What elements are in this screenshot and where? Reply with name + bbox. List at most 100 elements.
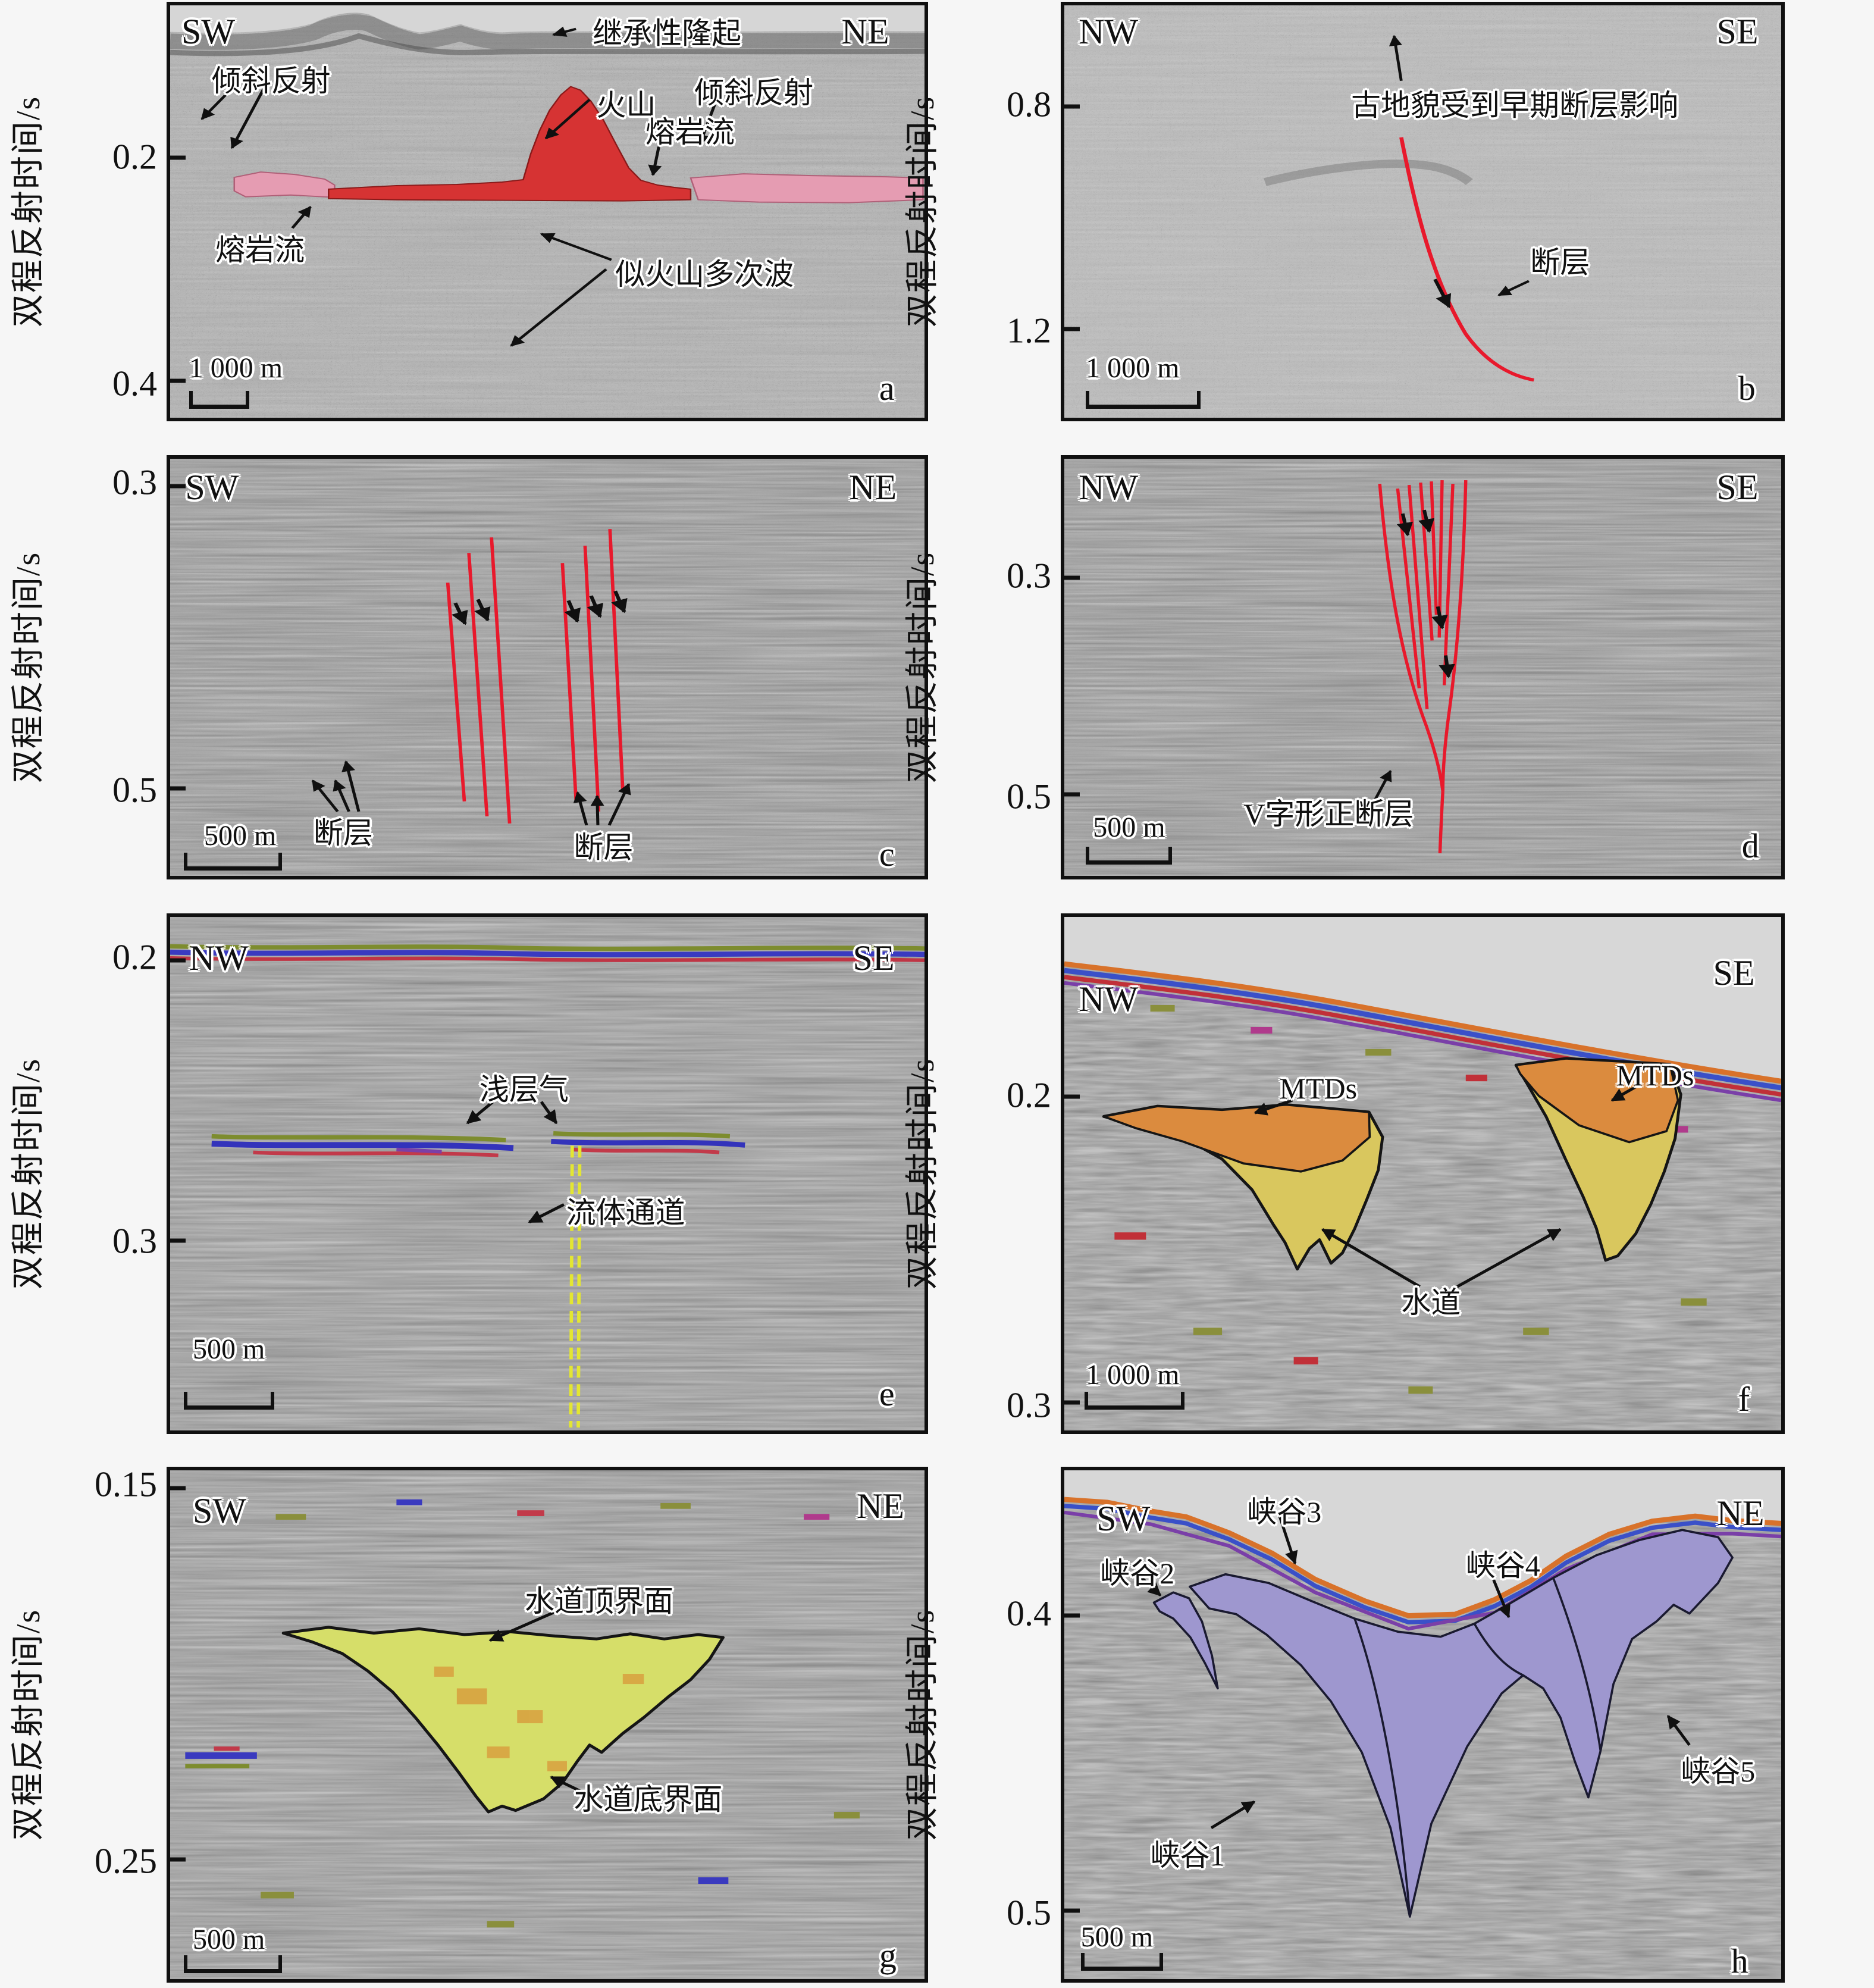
direction-label-left: SW [193,1491,247,1531]
annotation-fault: 断层 [1530,245,1590,279]
seismic-art-h [1064,1470,1781,1979]
annotation-canyon2: 峡谷2 [1100,1556,1175,1590]
panel-b: 双程反射时间/s 0.8 1.2 NW SE 古地貌受到早期断层影响 断层 1 … [905,2,1785,421]
annotation-mtd-right: MTDs [1616,1059,1694,1092]
direction-label-left: NW [189,938,249,978]
tick-mark [170,155,186,160]
annotation-arrows [200,26,716,347]
ylabel-d: 双程反射时间/s [904,551,942,784]
panel-a: 双程反射时间/s 0.2 0.4 SW [11,2,928,421]
annotation-volcano: 火山 [596,89,656,123]
tick-mark [170,378,186,383]
panel-letter: g [879,1936,897,1976]
annotation-lava-right: 熔岩流 [645,115,735,149]
annotation-faults-left: 断层 [313,816,373,850]
seismic-image-b: NW SE 古地貌受到早期断层影响 断层 1 000 m b [1061,2,1785,421]
annotation-arrows [311,760,631,826]
direction-label-right: SE [1716,468,1759,508]
panel-d: 双程反射时间/s 0.3 0.5 NW SE V字形正断层 500 m [905,455,1785,879]
seismic-art-c [170,459,925,876]
tick-mark [1064,575,1080,580]
fault-motion-ticks [1396,509,1455,678]
scale-text: 500 m [193,1923,265,1955]
tick-label: 0.2 [112,137,157,177]
direction-label-left: SW [185,468,239,508]
tick-mark [1064,327,1080,331]
annotation-arrows [1253,1084,1639,1288]
tick-label: 0.3 [1007,1385,1051,1425]
tick-mark [170,786,186,791]
scale-bar [1080,1952,1164,1971]
direction-label-right: NE [856,1486,904,1526]
panel-g: 双程反射时间/s 0.15 0.25 [11,1465,928,1983]
panel-h: 双程反射时间/s 0.4 0.5 [905,1467,1785,1983]
tick-label: 0.5 [1007,1893,1051,1933]
tick-label: 1.2 [1007,311,1051,350]
channel-bodies [1102,1057,1682,1271]
scale-bar [183,853,282,871]
seismic-art-e [170,917,925,1430]
annotation-canyon5: 峡谷5 [1681,1754,1756,1788]
tick-label: 0.3 [112,1221,157,1261]
seismic-art-g [170,1470,925,1979]
tick-mark [170,484,186,489]
direction-label-right: SE [853,938,895,978]
annotation-channel: 水道 [1401,1286,1461,1320]
seismic-image-a: SW NE 继承性隆起 倾斜反射 火山 熔岩流 倾斜反射 熔岩流 似火山多次波 … [167,2,928,421]
panel-letter: a [879,368,895,408]
direction-label-left: SW [1096,1499,1151,1539]
panel-letter: e [879,1375,895,1414]
annotation-inclined-left: 倾斜反射 [211,64,331,98]
direction-label-left: SW [181,12,236,52]
scale-bar [183,1392,274,1410]
annotation-channel-top: 水道顶界面 [524,1584,673,1618]
colored-reflectors [185,1499,860,1928]
tick-label: 0.4 [1007,1593,1051,1633]
annotation-mtd-left: MTDs [1279,1071,1358,1105]
annotation-paleo-fault: 古地貌受到早期断层影响 [1351,89,1678,123]
annotation-arrow [1371,770,1392,805]
annotation-v-fault: V字形正断层 [1243,797,1414,831]
direction-label-left: NW [1079,468,1139,508]
channel-body [281,1626,725,1814]
channel-speckles [434,1666,644,1771]
tick-mark [170,1486,186,1491]
annotation-faults-right: 断层 [574,831,634,865]
tick-mark [170,1238,186,1243]
seismic-art-f [1064,917,1781,1430]
tick-mark [170,958,186,963]
fluid-conduit [569,1145,582,1428]
tick-mark [1064,1094,1080,1099]
tick-mark [1064,792,1080,797]
ylabel-a: 双程反射时间/s [10,95,48,328]
annotation-multiples: 似火山多次波 [615,258,794,292]
scale-bar [183,1955,282,1973]
annotation-lava-left: 熔岩流 [215,233,305,267]
annotation-arrows [1389,35,1530,308]
panel-letter: d [1741,826,1759,865]
seismic-image-h: SW NE 峡谷2 峡谷3 峡谷4 峡谷5 峡谷1 500 m h [1061,1467,1785,1983]
canyon-internal-boundaries [1353,1577,1602,1917]
tick-mark [1064,1400,1080,1405]
seismic-image-e: NW SE 浅层气 流体通道 500 m e [167,913,928,1434]
scale-text: 500 m [193,1333,265,1366]
seismic-image-f: NW SE MTDs MTDs 水道 1 000 m f [1061,913,1785,1434]
seismic-art-d [1064,459,1781,876]
scale-text: 500 m [204,820,277,852]
annotation-shallow-gas: 浅层气 [479,1073,569,1107]
fault-motion-ticks [451,590,628,625]
tick-label: 0.5 [1007,777,1051,816]
tick-label: 0.4 [112,364,157,403]
panel-letter: f [1738,1379,1750,1419]
tick-label: 0.15 [95,1464,157,1504]
annotation-canyon4: 峡谷4 [1465,1548,1540,1582]
direction-label-left: NW [1079,979,1139,1019]
annotation-arrows [466,1100,565,1224]
scale-text: 500 m [1080,1921,1154,1953]
scale-text: 1 000 m [1086,1359,1180,1391]
tick-label: 0.3 [1007,556,1051,596]
seismic-image-c: SW NE 断层 断层 500 m c [167,455,928,879]
scale-bar [1086,846,1172,865]
annotation-fluid-conduit: 流体通道 [566,1196,685,1230]
